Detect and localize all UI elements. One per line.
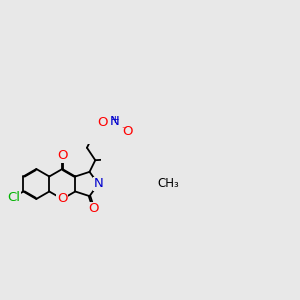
Text: N: N (94, 178, 103, 190)
Text: +: + (111, 115, 120, 125)
Text: N: N (110, 115, 119, 128)
Text: CH₃: CH₃ (158, 178, 179, 190)
Text: O: O (57, 193, 68, 206)
Text: O: O (88, 202, 99, 215)
Text: ⁻: ⁻ (122, 125, 127, 135)
Text: O: O (97, 116, 108, 128)
Text: O: O (57, 149, 68, 162)
Text: O: O (122, 125, 133, 138)
Text: Cl: Cl (7, 190, 20, 204)
